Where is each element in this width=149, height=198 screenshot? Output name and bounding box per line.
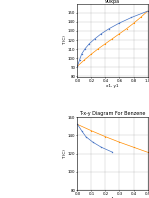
- X-axis label: x1: x1: [110, 197, 115, 198]
- Y-axis label: T (C): T (C): [63, 149, 67, 159]
- X-axis label: x1, y1: x1, y1: [106, 84, 119, 88]
- Title: T-x-y Diagram For Benzene: T-x-y Diagram For Benzene: [79, 111, 146, 116]
- Y-axis label: T (C): T (C): [63, 35, 67, 45]
- Title: T-x-y Diagram For Benzene (1)/Ethylbenzene (2) at 90kpa: T-x-y Diagram For Benzene (1)/Ethylbenze…: [79, 0, 146, 4]
